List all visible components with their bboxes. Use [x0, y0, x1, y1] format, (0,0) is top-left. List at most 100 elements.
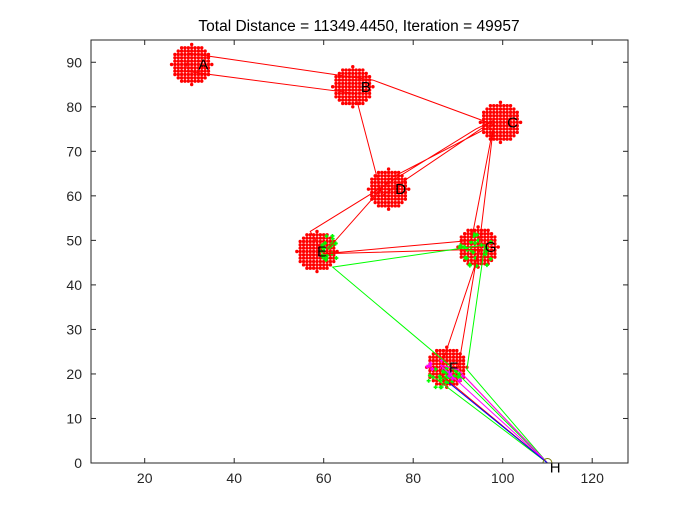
cluster-point [455, 355, 459, 359]
cluster-point [370, 177, 374, 181]
cluster-point [390, 197, 394, 201]
cluster-point [183, 56, 187, 60]
cluster-point [305, 266, 309, 270]
cluster-point [386, 174, 391, 178]
cluster-point [357, 71, 362, 76]
cluster-point [370, 180, 374, 185]
cluster-point [466, 231, 470, 236]
cluster-point [354, 81, 358, 86]
cluster-point [311, 243, 316, 247]
cluster-point [193, 62, 197, 67]
cluster-point [495, 127, 499, 131]
highlight-point [439, 385, 444, 390]
cluster-point [371, 85, 375, 89]
cluster-point [485, 130, 489, 135]
cluster-point [495, 124, 499, 128]
cluster-point [337, 75, 342, 79]
cluster-point [383, 204, 387, 208]
cluster-point [328, 256, 333, 260]
cluster-point [396, 204, 401, 208]
cluster-point [515, 110, 519, 115]
y-tick-label: 20 [66, 366, 82, 382]
cluster-point [459, 255, 464, 259]
cluster-point [189, 79, 194, 83]
cluster-point [502, 103, 506, 108]
cluster-point [489, 248, 494, 253]
cluster-point [403, 180, 408, 185]
cluster-point [308, 259, 312, 264]
cluster-point [455, 382, 459, 386]
cluster-point [380, 170, 384, 175]
cluster-point [315, 269, 319, 274]
cluster-point [451, 362, 456, 366]
cluster-point [466, 235, 470, 239]
cluster-point [495, 130, 499, 135]
cluster-point [515, 117, 519, 121]
cluster-point [515, 130, 519, 135]
cluster-point [308, 253, 312, 257]
cluster-point [364, 75, 368, 79]
cluster-point [200, 56, 204, 60]
cluster-point [315, 263, 319, 267]
cluster-point [483, 258, 487, 263]
cluster-point [311, 259, 316, 264]
cluster-point [512, 110, 516, 115]
cluster-point [400, 200, 404, 205]
cluster-point [298, 249, 302, 254]
highlight-point [333, 241, 338, 246]
cluster-point [315, 256, 319, 260]
cluster-point [383, 177, 387, 181]
cluster-point [498, 127, 503, 131]
cluster-point [376, 204, 381, 208]
cluster-point [400, 184, 404, 188]
cluster-point [476, 225, 480, 229]
cluster-point [325, 243, 329, 247]
node-label-g: G [485, 239, 497, 256]
cluster-point [354, 85, 358, 89]
cluster-point [400, 194, 404, 198]
cluster-point [203, 66, 207, 70]
cluster-point [361, 75, 365, 79]
cluster-point [305, 259, 309, 264]
cluster-point [370, 194, 374, 198]
cluster-point [308, 249, 312, 254]
highlight-point [483, 252, 488, 257]
cluster-point [428, 355, 432, 359]
cluster-point [189, 76, 194, 80]
cluster-point [383, 170, 387, 175]
cluster-point [183, 52, 187, 57]
cluster-point [495, 134, 499, 138]
cluster-point [483, 235, 487, 239]
highlight-point [322, 246, 327, 251]
cluster-point [183, 76, 187, 80]
cluster-point [483, 228, 487, 233]
cluster-point [351, 105, 355, 109]
x-tick-label: 100 [491, 470, 515, 486]
cluster-point [322, 259, 326, 264]
cluster-point [496, 245, 500, 249]
cluster-point [361, 88, 365, 92]
cluster-point [498, 124, 503, 128]
cluster-point [298, 243, 302, 247]
cluster-point [495, 117, 499, 121]
cluster-point [441, 352, 446, 356]
cluster-point [206, 69, 211, 73]
cluster-point [295, 249, 299, 254]
cluster-point [441, 348, 446, 353]
cluster-point [518, 120, 523, 125]
cluster-point [337, 85, 342, 89]
cluster-point [311, 266, 316, 270]
cluster-point [393, 200, 397, 205]
cluster-point [373, 187, 377, 191]
cluster-point [448, 355, 452, 359]
cluster-point [386, 184, 391, 188]
cluster-point [308, 239, 312, 244]
x-tick-label: 120 [581, 470, 605, 486]
cluster-point [376, 174, 381, 178]
cluster-point [434, 358, 439, 363]
cluster-point [179, 72, 184, 77]
cluster-point [322, 236, 326, 240]
cluster-point [455, 348, 459, 353]
cluster-point [357, 95, 362, 99]
cluster-point [203, 49, 207, 53]
